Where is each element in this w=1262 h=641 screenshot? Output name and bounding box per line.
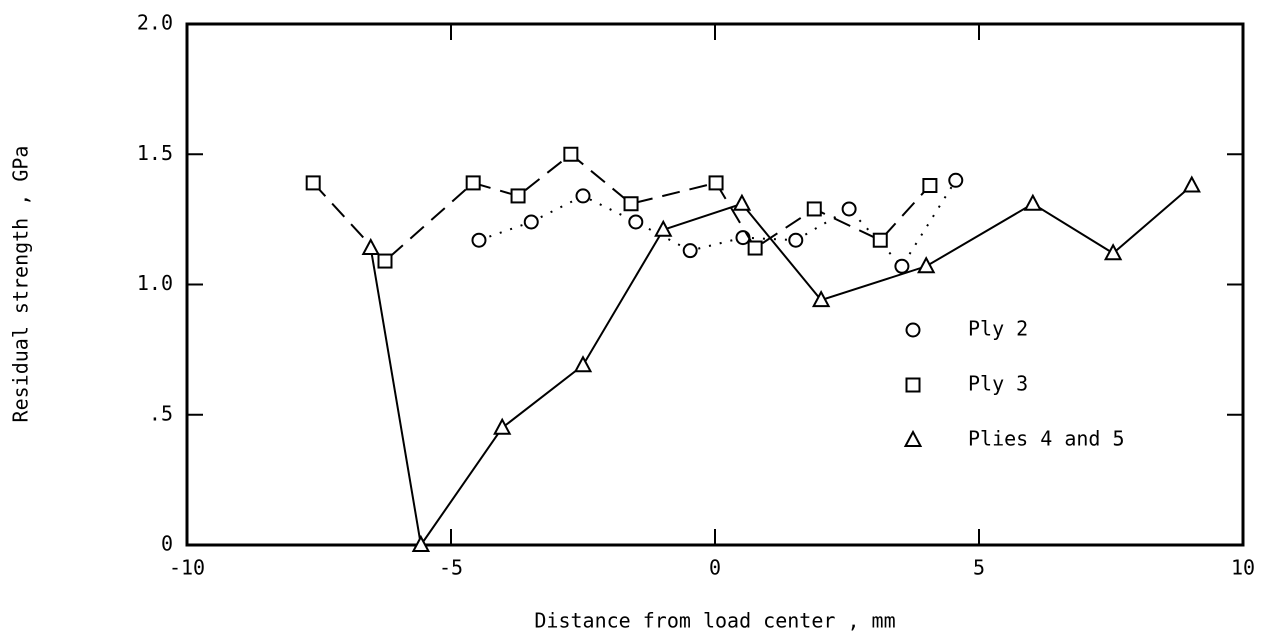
data-point [471,232,487,248]
data-point [917,256,936,274]
y-tick-label: .5 [149,401,173,425]
data-point [1023,193,1043,211]
x-tick-label: 0 [709,556,721,580]
data-point [708,175,724,191]
data-point [563,146,579,162]
plot-frame [185,22,1245,547]
data-point [510,188,526,204]
legend-label: Ply 3 [968,372,1028,396]
data-point [411,534,431,552]
data-point [575,188,591,204]
data-point [493,417,512,435]
data-point [747,240,763,256]
data-point [806,201,822,217]
data-point [682,243,698,259]
y-tick-label: 0 [161,532,173,556]
data-point [922,178,938,194]
legend-label: Ply 2 [968,317,1028,341]
legend-marker [905,377,921,393]
data-point [305,175,321,191]
legend-marker [903,429,923,447]
data-point [1103,243,1123,261]
y-axis-label: Residual strength , GPa [9,146,33,423]
y-tick-label: 2.0 [137,11,173,35]
x-tick-label: 10 [1231,556,1255,580]
x-tick-label: -5 [439,556,463,580]
y-tick-label: 1.0 [137,271,173,295]
data-point [735,230,751,246]
data-point [361,237,380,256]
data-point [465,175,481,191]
y-tick-label: 1.5 [137,141,173,165]
data-point [377,253,393,269]
series-line [369,184,1193,548]
x-tick-label: -10 [169,556,205,580]
data-point [1182,175,1201,193]
data-point [732,193,752,211]
data-point [788,232,804,248]
data-point [623,196,639,212]
legend-marker [905,322,921,338]
data-point [628,214,644,230]
legend-label: Plies 4 and 5 [968,427,1125,451]
data-point [872,232,888,248]
data-point [523,214,539,230]
data-point [573,355,593,373]
x-tick-label: 5 [973,556,985,580]
data-point [654,219,673,237]
x-axis-label: Distance from load center , mm [534,609,895,633]
series-line [478,179,957,268]
data-point [894,258,910,274]
data-point [841,201,857,217]
data-point [811,290,831,308]
data-point [948,172,964,188]
series-line [312,152,931,263]
